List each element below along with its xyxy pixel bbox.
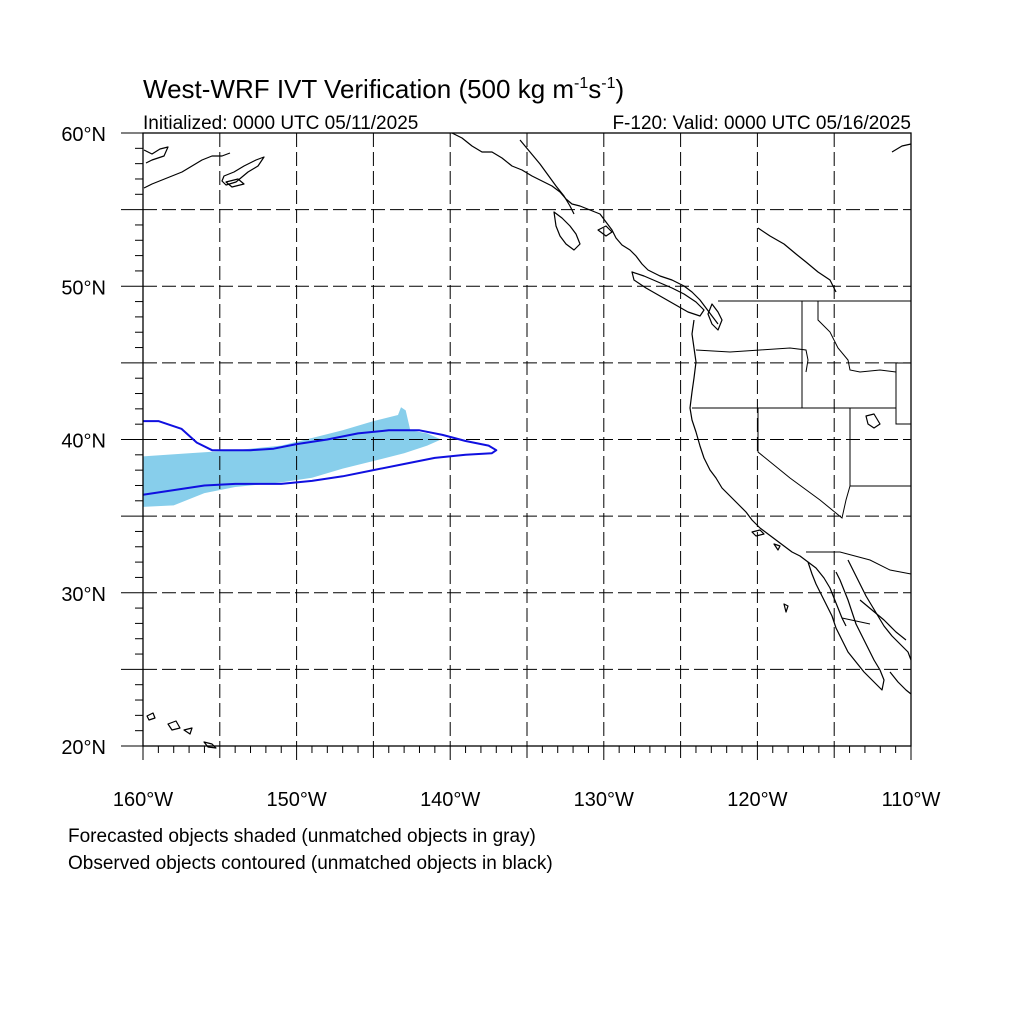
alaska-coast [143, 146, 169, 164]
longitude-label: 110°W [882, 789, 941, 811]
observed-object-contour [142, 420, 498, 496]
latitude-label: 50°N [61, 277, 106, 299]
longitude-label: 150°W [266, 789, 326, 811]
longitude-labels: 160°W 150°W 140°W 130°W 120°W 110°W [113, 789, 941, 811]
initialized-label: Initialized: 0000 UTC 05/11/2025 [143, 113, 418, 134]
hawaii-islands [146, 712, 156, 721]
us-west-coast [689, 319, 847, 627]
longitude-label: 160°W [113, 789, 173, 811]
latitude-labels: 60°N 50°N 40°N 30°N 20°N [61, 124, 106, 759]
figure-title: West-WRF IVT Verification (500 kg m-1s-1… [143, 74, 624, 104]
longitude-label: 140°W [420, 789, 480, 811]
latitude-label: 60°N [61, 124, 106, 146]
axis-ticks [121, 132, 912, 760]
forecast-object-shading [143, 407, 441, 507]
footnote-observed: Observed objects contoured (unmatched ob… [68, 853, 553, 874]
graticule [143, 133, 911, 746]
footnote-forecast: Forecasted objects shaded (unmatched obj… [68, 826, 536, 847]
plot-area: 60°N 50°N 40°N 30°N 20°N 160°W 150°W 140°W 130°… [61, 124, 940, 811]
longitude-label: 130°W [574, 789, 634, 811]
longitude-label: 120°W [727, 789, 787, 811]
valid-label: F-120: Valid: 0000 UTC 05/16/2025 [612, 113, 911, 134]
latitude-label: 30°N [61, 584, 106, 606]
latitude-label: 40°N [61, 431, 106, 453]
latitude-label: 20°N [61, 737, 106, 759]
coastlines [143, 132, 912, 749]
political-borders [692, 300, 912, 625]
